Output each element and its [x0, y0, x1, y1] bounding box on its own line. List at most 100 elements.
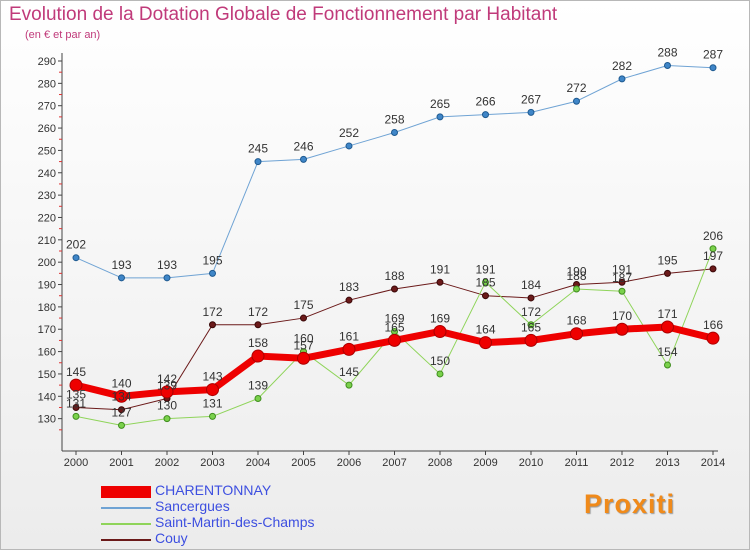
data-label-sancergues: 287 — [703, 48, 723, 62]
data-label-saint-martin-des-champs: 169 — [384, 311, 404, 325]
data-point-sancergues — [254, 158, 262, 166]
data-point-saint-martin-des-champs — [209, 412, 216, 420]
data-label-charentonnay: 142 — [157, 372, 177, 386]
data-point-saint-martin-des-champs — [482, 278, 489, 286]
x-tick-label-2004: 2004 — [246, 457, 270, 469]
legend-label: CHARENTONNAY — [155, 482, 272, 498]
data-point-saint-martin-des-champs — [436, 370, 444, 378]
data-point-sancergues — [436, 113, 444, 121]
legend-label: Sancergues — [155, 498, 230, 514]
data-point-sancergues — [391, 129, 398, 137]
data-point-couy — [664, 269, 671, 277]
data-label-couy: 172 — [248, 305, 268, 319]
chart-title: Evolution de la Dotation Globale de Fonc… — [9, 4, 558, 25]
data-label-sancergues: 252 — [339, 126, 359, 140]
data-label-charentonnay: 166 — [703, 318, 723, 332]
data-point-couy — [254, 321, 262, 329]
y-tick-label-270: 270 — [38, 101, 56, 113]
data-label-sancergues: 202 — [66, 238, 86, 252]
data-label-saint-martin-des-champs: 145 — [339, 365, 359, 379]
data-point-charentonnay — [160, 385, 174, 399]
y-tick-label-180: 180 — [38, 302, 56, 314]
y-tick-label-130: 130 — [38, 414, 56, 426]
data-label-saint-martin-des-champs: 150 — [430, 354, 450, 368]
x-tick-label-2006: 2006 — [337, 457, 361, 469]
data-point-charentonnay — [388, 333, 401, 347]
data-label-charentonnay: 169 — [430, 311, 450, 325]
data-label-sancergues: 272 — [566, 81, 586, 95]
data-point-sancergues — [163, 274, 171, 282]
data-label-charentonnay: 165 — [521, 320, 541, 334]
y-tick-label-150: 150 — [38, 369, 56, 381]
data-label-saint-martin-des-champs: 160 — [293, 332, 313, 346]
data-point-couy — [345, 296, 353, 304]
data-label-charentonnay: 140 — [111, 376, 131, 390]
y-tick-label-190: 190 — [38, 280, 56, 292]
data-label-sancergues: 266 — [475, 95, 495, 109]
data-label-charentonnay: 170 — [612, 309, 632, 323]
x-tick-label-2014: 2014 — [701, 457, 725, 469]
data-point-sancergues — [72, 254, 80, 262]
y-tick-label-240: 240 — [38, 168, 56, 180]
data-point-couy — [118, 406, 125, 414]
y-tick-label-140: 140 — [38, 391, 56, 403]
data-label-sancergues: 245 — [248, 142, 268, 156]
x-tick-label-2007: 2007 — [382, 457, 406, 469]
data-point-saint-martin-des-champs — [573, 285, 580, 293]
y-tick-label-250: 250 — [38, 145, 56, 157]
data-label-charentonnay: 164 — [475, 323, 495, 337]
data-label-couy: 185 — [475, 276, 495, 290]
x-tick-label-2008: 2008 — [428, 457, 452, 469]
data-label-saint-martin-des-champs: 191 — [475, 262, 495, 276]
data-point-charentonnay — [69, 378, 83, 392]
data-point-couy — [72, 403, 80, 411]
data-label-saint-martin-des-champs: 187 — [612, 271, 632, 285]
y-tick-label-230: 230 — [38, 190, 56, 202]
data-label-saint-martin-des-champs: 139 — [248, 379, 268, 393]
data-label-charentonnay: 161 — [339, 329, 359, 343]
data-label-charentonnay: 145 — [66, 365, 86, 379]
x-tick-label-2010: 2010 — [519, 457, 543, 469]
chart-subtitle: (en € et par an) — [25, 29, 101, 41]
data-label-saint-martin-des-champs: 130 — [157, 399, 177, 413]
x-tick-label-2009: 2009 — [473, 457, 497, 469]
data-point-sancergues — [209, 269, 216, 277]
x-tick-label-2013: 2013 — [655, 457, 679, 469]
series-line-sancergues — [75, 64, 714, 279]
data-label-sancergues: 246 — [293, 139, 313, 153]
legend-label: Couy — [155, 530, 188, 546]
x-tick-label-2001: 2001 — [109, 457, 133, 469]
data-point-charentonnay — [251, 349, 265, 363]
data-label-couy: 134 — [111, 390, 131, 404]
data-point-couy — [618, 278, 626, 286]
data-label-sancergues: 258 — [384, 113, 404, 127]
data-point-saint-martin-des-champs — [664, 361, 671, 369]
data-point-sancergues — [118, 274, 125, 282]
y-tick-label-160: 160 — [38, 347, 56, 359]
data-label-sancergues: 195 — [202, 253, 222, 267]
data-point-sancergues — [709, 64, 717, 72]
x-tick-label-2005: 2005 — [291, 457, 315, 469]
data-label-couy: 190 — [566, 265, 586, 279]
data-label-charentonnay: 165 — [384, 320, 404, 334]
y-tick-label-260: 260 — [38, 123, 56, 135]
legend-label: Saint-Martin-des-Champs — [155, 514, 315, 530]
data-point-sancergues — [300, 155, 307, 163]
x-tick-label-2003: 2003 — [200, 457, 224, 469]
data-point-saint-martin-des-champs — [345, 381, 353, 389]
data-point-sancergues — [573, 97, 580, 105]
data-label-charentonnay: 157 — [293, 338, 313, 352]
legend-swatch — [101, 486, 151, 498]
data-label-couy: 188 — [384, 269, 404, 283]
data-point-saint-martin-des-champs — [618, 287, 626, 295]
data-label-sancergues: 193 — [111, 258, 131, 272]
y-tick-label-170: 170 — [38, 324, 56, 336]
data-label-saint-martin-des-champs: 127 — [111, 405, 131, 419]
data-label-couy: 195 — [657, 253, 677, 267]
data-point-couy — [300, 314, 307, 322]
data-point-charentonnay — [115, 389, 128, 403]
data-label-charentonnay: 171 — [657, 307, 677, 321]
data-point-couy — [391, 285, 398, 293]
data-label-couy: 183 — [339, 280, 359, 294]
data-label-couy: 184 — [521, 278, 541, 292]
